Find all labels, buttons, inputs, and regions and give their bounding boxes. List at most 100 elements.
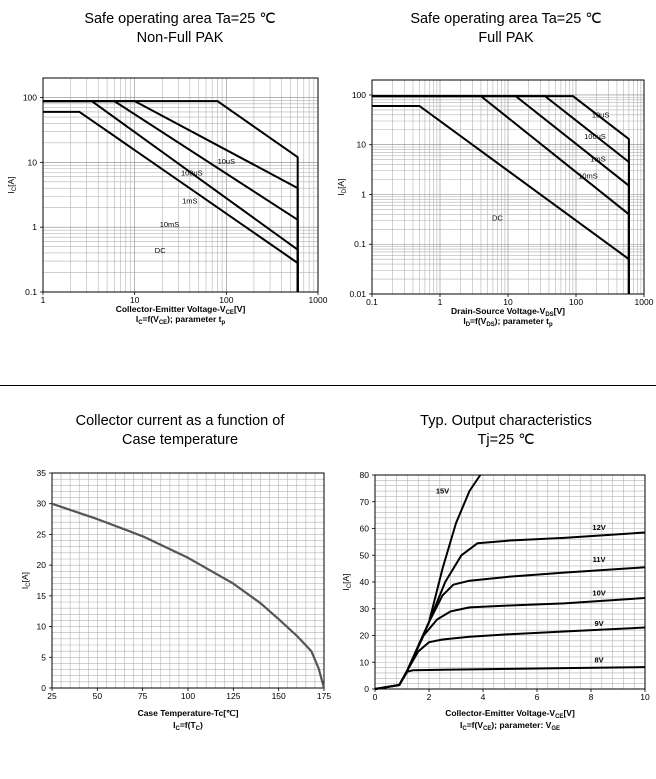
x-axis-label-2: IC=f(VCE); parameter tp (136, 314, 226, 326)
chart-output_char: 0 2 4 6 8 10 0 10 20 30 40 50 60 70 80 Collector-Emitte… (341, 470, 650, 732)
y-tick-label: 0 (364, 684, 369, 694)
series-line-10mS (372, 95, 630, 294)
series-label-10uS: 10uS (592, 111, 610, 120)
x-tick-label: 100 (219, 295, 233, 305)
label-part: I (6, 191, 16, 193)
series-line-8V (374, 666, 646, 690)
label-part: I (463, 316, 465, 326)
label-part: ); parameter t (167, 314, 221, 324)
x-tick-label: 75 (138, 691, 148, 701)
y-tick-label: 20 (360, 631, 370, 641)
subscript: C (26, 582, 32, 587)
y-tick-label: 0.1 (354, 239, 366, 249)
grid (42, 77, 318, 293)
y-axis-label: ID[A] (336, 178, 348, 195)
label-part: [A] (6, 176, 16, 186)
label-part: =f(V (470, 316, 487, 326)
x-tick-label: 100 (181, 691, 195, 701)
series-line-DC (372, 105, 630, 294)
x-tick-label: 1000 (635, 297, 654, 307)
x-tick-label: 10 (130, 295, 140, 305)
series-label-100uS: 100uS (584, 132, 606, 141)
label-part: I (460, 720, 462, 730)
y-tick-label: 30 (360, 604, 370, 614)
y-tick-label: 40 (360, 577, 370, 587)
label-part: [V] (554, 306, 566, 316)
subscript: C (462, 726, 467, 732)
y-tick-label: 80 (360, 470, 370, 480)
section-divider (0, 385, 656, 386)
subscript: p (222, 320, 226, 326)
x-tick-label: 8 (589, 692, 594, 702)
chart-title-soa-full: Safe operating area Ta=25 ℃ Full PAK (356, 10, 656, 48)
x-axis-label-2: IC=f(VCE); parameter: VGE (460, 720, 560, 732)
chart-title-soa-nonfull: Safe operating area Ta=25 ℃ Non-Full PAK (30, 10, 330, 48)
y-tick-label: 0.01 (349, 289, 366, 299)
label-part: [A] (336, 178, 346, 188)
series-label-8V: 8V (595, 655, 604, 664)
series-group: 10uS 100uS 1mS 10mS DC (372, 95, 630, 294)
x-tick-label: 10 (640, 692, 650, 702)
series-label-1mS: 1mS (182, 197, 197, 206)
series-line-DC (43, 110, 299, 292)
series-label-1mS: 1mS (590, 155, 605, 164)
y-tick-label: 25 (37, 529, 47, 539)
y-tick-label: 10 (37, 622, 47, 632)
subscript: GE (551, 726, 560, 732)
x-tick-label: 125 (226, 691, 240, 701)
x-tick-label: 1 (41, 295, 46, 305)
y-tick-label: 70 (360, 497, 370, 507)
x-tick-label: 1 (438, 297, 443, 307)
series-label-DC: DC (492, 214, 503, 223)
label-part: I (136, 314, 138, 324)
subscript: CE (555, 714, 563, 720)
subscript: D (466, 322, 471, 328)
subscript: CE (159, 320, 167, 326)
label-part: ); parameter: V (491, 720, 551, 730)
x-tick-label: 100 (569, 297, 583, 307)
title-line-1: Safe operating area Ta=25 ℃ (84, 11, 276, 27)
subscript: C (196, 726, 201, 732)
series-line-Ic (51, 502, 326, 689)
y-tick-label: 50 (360, 550, 370, 560)
series-line-10V (374, 597, 646, 690)
x-tick-label: 0.1 (366, 297, 378, 307)
series-line-10uS (43, 100, 299, 292)
title-line-2: Case temperature (121, 432, 239, 448)
x-tick-label: 4 (481, 692, 486, 702)
subscript: C (12, 186, 18, 191)
y-axis-label: IC[A] (341, 573, 353, 590)
subscript: DS (486, 322, 494, 328)
series-label-DC: DC (155, 246, 166, 255)
label-part: ); parameter t (495, 316, 549, 326)
y-tick-label: 15 (37, 591, 47, 601)
title-line-2: Non-Full PAK (136, 30, 224, 46)
label-part: Collector-Emitter Voltage-V (116, 304, 226, 314)
x-tick-label: 6 (535, 692, 540, 702)
y-tick-label: 20 (37, 560, 47, 570)
series-label-9V: 9V (595, 619, 604, 628)
y-tick-label: 100 (352, 90, 366, 100)
x-axis-label: Case Temperature-Tc[℃] (138, 708, 239, 718)
series-label-11V: 11V (593, 555, 606, 564)
y-tick-label: 10 (360, 657, 370, 667)
label-part: Case Temperature-Tc[℃] (138, 708, 239, 718)
label-part: I (341, 588, 351, 590)
x-axis-label: Drain-Source Voltage-VDS[V] (451, 306, 565, 318)
label-part: I (20, 587, 30, 589)
y-tick-label: 1 (361, 189, 366, 199)
title-line-1: Safe operating area Ta=25 ℃ (410, 11, 602, 27)
x-tick-label: 0 (373, 692, 378, 702)
x-axis-label-2: IC=f(TC) (173, 720, 203, 732)
label-part: [A] (20, 572, 30, 582)
y-tick-label: 0.1 (25, 287, 37, 297)
series-label-10mS: 10mS (578, 171, 598, 180)
label-part: ) (200, 720, 203, 730)
x-tick-label: 150 (272, 691, 286, 701)
subscript: CE (226, 310, 234, 316)
label-part: [V] (563, 708, 575, 718)
subscript: D (342, 188, 348, 193)
